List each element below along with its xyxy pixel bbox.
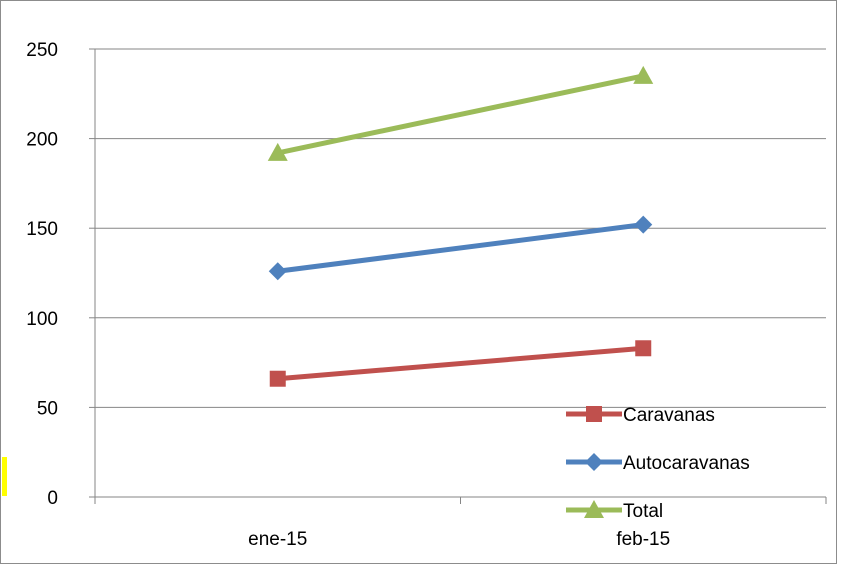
legend-marker <box>584 500 604 518</box>
y-tick-label: 200 <box>26 130 58 151</box>
legend-label: Caravanas <box>623 405 715 426</box>
legend-label: Total <box>623 501 663 522</box>
y-tick-label: 0 <box>47 488 58 509</box>
data-point <box>633 65 654 84</box>
axes: 0 50 100 150 200 250 ene-15 feb-15 <box>26 40 827 550</box>
legend-entry: Autocaravanas <box>566 453 750 474</box>
y-tick-label: 100 <box>26 309 58 330</box>
data-point <box>634 215 653 234</box>
legend-entry: Caravanas <box>566 405 715 426</box>
series-group <box>267 65 654 387</box>
series-line <box>277 345 644 382</box>
legend: Caravanas Autocaravanas Total <box>566 405 750 522</box>
legend-entry: Total <box>566 500 663 522</box>
y-tick-label: 50 <box>37 398 58 419</box>
series-line <box>277 222 644 274</box>
data-point <box>635 340 652 357</box>
y-tick-label: 250 <box>26 40 58 61</box>
data-point <box>268 262 287 281</box>
legend-marker <box>585 453 603 471</box>
series-caravanas <box>269 340 652 387</box>
series-line <box>277 73 644 156</box>
legend-label: Autocaravanas <box>623 453 750 474</box>
highlight-marker <box>2 457 7 496</box>
data-point <box>267 142 288 161</box>
data-point <box>269 370 286 387</box>
series-total <box>267 65 654 161</box>
gridlines <box>95 48 826 408</box>
series-autocaravanas <box>268 215 653 281</box>
legend-marker <box>586 406 602 422</box>
x-tick-label: ene-15 <box>248 529 307 550</box>
x-tick-label: feb-15 <box>616 529 670 550</box>
y-tick-label: 150 <box>26 219 58 240</box>
